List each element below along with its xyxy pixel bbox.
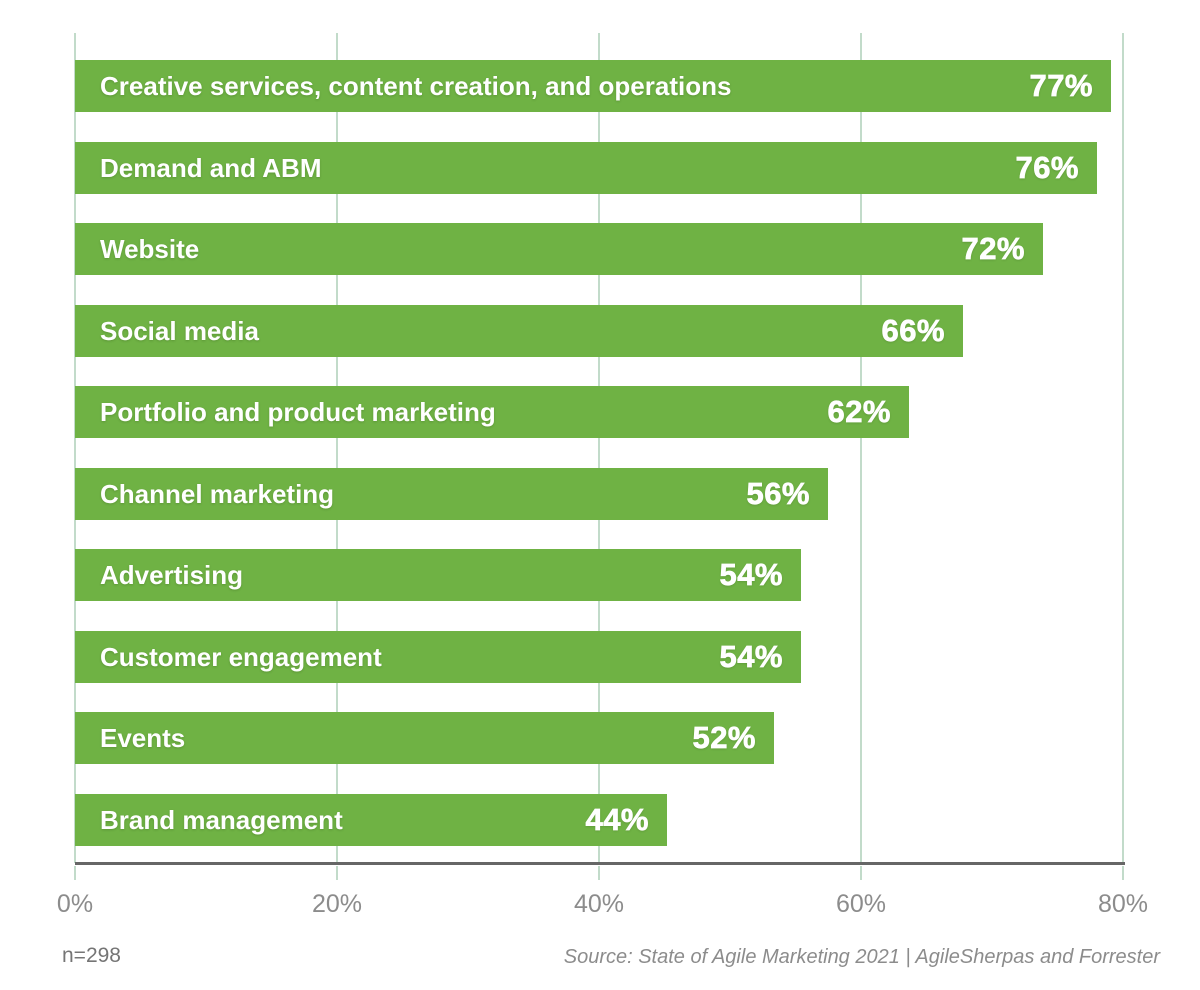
gridline (1122, 33, 1124, 863)
bar-value-label: 54% (719, 557, 783, 593)
bar: Creative services, content creation, and… (75, 60, 1111, 112)
bar-row: Portfolio and product marketing 62% (75, 386, 909, 438)
bar: Brand management 44% (75, 794, 667, 846)
bar: Website 72% (75, 223, 1043, 275)
bar-category-label: Website (100, 233, 200, 264)
bar-value-label: 52% (692, 720, 756, 756)
tick-mark (860, 866, 862, 880)
bar-value-label: 54% (719, 639, 783, 675)
plot-area: Creative services, content creation, and… (74, 33, 1124, 863)
bar: Events 52% (75, 712, 774, 764)
bar-row: Brand management 44% (75, 794, 667, 846)
bar: Social media 66% (75, 305, 963, 357)
bar-category-label: Creative services, content creation, and… (100, 70, 732, 101)
bar-row: Demand and ABM 76% (75, 142, 1097, 194)
bar-value-label: 76% (1015, 150, 1079, 186)
bar-row: Customer engagement 54% (75, 631, 801, 683)
bar: Channel marketing 56% (75, 468, 828, 520)
bar: Customer engagement 54% (75, 631, 801, 683)
gridline (74, 33, 76, 863)
bar-value-label: 62% (827, 394, 891, 430)
tick-mark (336, 866, 338, 880)
x-axis-line (75, 862, 1125, 865)
bar: Demand and ABM 76% (75, 142, 1097, 194)
bar-value-label: 44% (585, 802, 649, 838)
bar-value-label: 77% (1029, 68, 1093, 104)
bar-value-label: 56% (746, 476, 810, 512)
bar-row: Social media 66% (75, 305, 963, 357)
bar-category-label: Brand management (100, 804, 343, 835)
x-tick-label: 40% (573, 890, 625, 918)
x-tick-label: 60% (835, 890, 887, 918)
tick-mark (1122, 866, 1124, 880)
bar-row: Channel marketing 56% (75, 468, 828, 520)
bar-category-label: Customer engagement (100, 641, 382, 672)
sample-size-note: n=298 (62, 944, 121, 967)
x-tick-label: 80% (1097, 890, 1149, 918)
source-note: Source: State of Agile Marketing 2021 | … (563, 946, 1160, 968)
tick-mark (598, 866, 600, 880)
x-tick-label: 20% (311, 890, 363, 918)
bar-category-label: Portfolio and product marketing (100, 396, 496, 427)
bar-row: Advertising 54% (75, 549, 801, 601)
bar-row: Website 72% (75, 223, 1043, 275)
bar-value-label: 66% (881, 313, 945, 349)
bar-category-label: Channel marketing (100, 478, 335, 509)
bar: Portfolio and product marketing 62% (75, 386, 909, 438)
bar-category-label: Social media (100, 315, 259, 346)
tick-mark (74, 866, 76, 880)
gridline (860, 33, 862, 863)
x-tick-label: 0% (56, 890, 94, 918)
bar-category-label: Events (100, 722, 186, 753)
bar-category-label: Advertising (100, 559, 244, 590)
bar-category-label: Demand and ABM (100, 152, 322, 183)
bar: Advertising 54% (75, 549, 801, 601)
bar-row: Creative services, content creation, and… (75, 60, 1111, 112)
bar-value-label: 72% (961, 231, 1025, 267)
bar-row: Events 52% (75, 712, 774, 764)
gridline (336, 33, 338, 863)
gridline (598, 33, 600, 863)
